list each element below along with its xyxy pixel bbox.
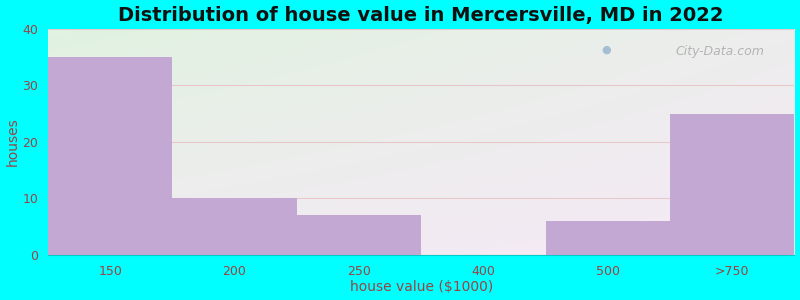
Y-axis label: houses: houses (6, 118, 19, 166)
Text: City-Data.com: City-Data.com (676, 45, 765, 58)
X-axis label: house value ($1000): house value ($1000) (350, 280, 493, 294)
Bar (172, 198, 297, 255)
Bar (297, 215, 421, 255)
Bar (670, 114, 794, 255)
Text: ●: ● (602, 45, 611, 55)
Title: Distribution of house value in Mercersville, MD in 2022: Distribution of house value in Mercersvi… (118, 6, 724, 25)
Bar (48, 57, 172, 255)
Bar (546, 221, 670, 255)
